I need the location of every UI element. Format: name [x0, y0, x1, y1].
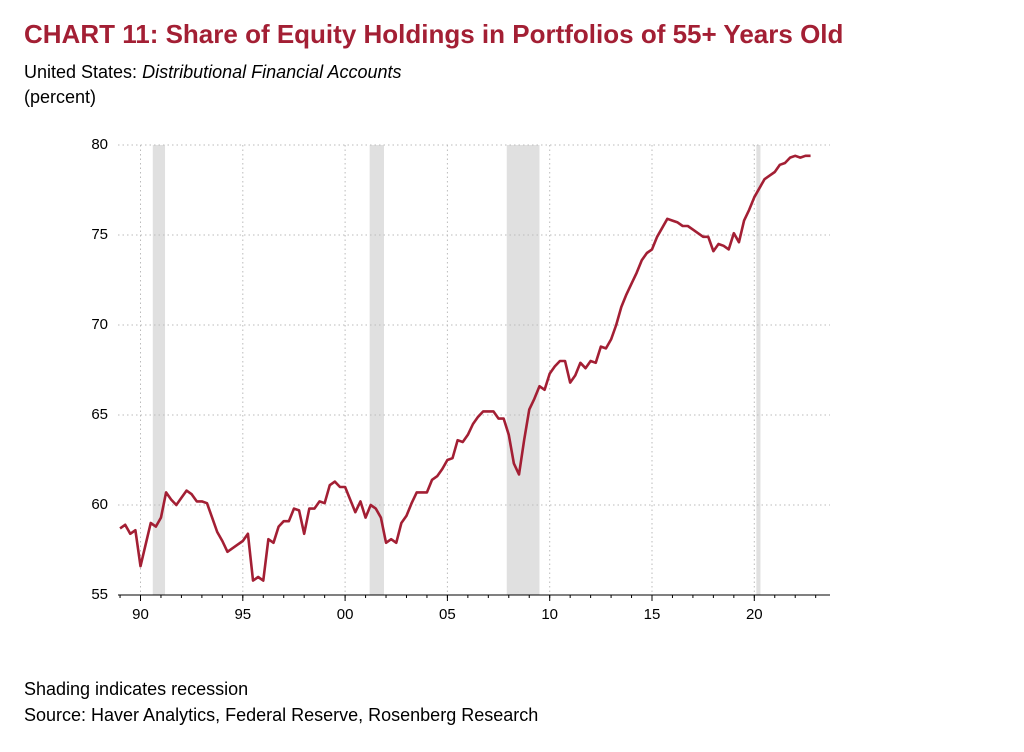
subtitle: United States: Distributional Financial … [24, 62, 402, 82]
x-tick-label: 20 [746, 606, 763, 623]
data-line [119, 154, 811, 582]
subtitle-prefix: United States: [24, 62, 137, 82]
x-tick-label: 10 [541, 606, 558, 623]
recession-shade [756, 145, 761, 595]
recession-shade [152, 145, 166, 595]
x-tick-label: 90 [132, 606, 149, 623]
subtitle-italic: Distributional Financial Accounts [142, 62, 401, 82]
y-tick-label: 80 [91, 136, 108, 153]
recession-shade [506, 145, 540, 595]
y-tick-label: 75 [91, 226, 108, 243]
x-tick-label: 00 [337, 606, 354, 623]
x-tick-label: 05 [439, 606, 456, 623]
y-tick-label: 55 [91, 586, 108, 603]
chart-title: CHART 11: Share of Equity Holdings in Po… [24, 19, 843, 49]
unit-label: (percent) [24, 87, 96, 107]
x-tick-label: 95 [234, 606, 251, 623]
y-tick-label: 60 [91, 496, 108, 513]
x-tick-label: 15 [644, 606, 661, 623]
plot-area: 55 60 65 70 75 80 90 95 00 05 10 15 20 [91, 136, 830, 623]
y-tick-label: 70 [91, 316, 108, 333]
note: Shading indicates recession [24, 679, 248, 699]
y-tick-label: 65 [91, 406, 108, 423]
recession-shade [369, 145, 384, 595]
source: Source: Haver Analytics, Federal Reserve… [24, 705, 538, 725]
